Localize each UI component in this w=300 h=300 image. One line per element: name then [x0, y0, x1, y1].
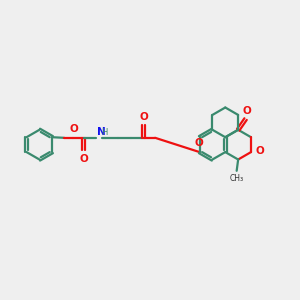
Text: O: O	[255, 146, 264, 156]
Text: O: O	[140, 112, 148, 122]
Text: N: N	[97, 127, 105, 136]
Text: O: O	[195, 138, 203, 148]
Text: CH₃: CH₃	[230, 174, 244, 183]
Text: H: H	[101, 128, 107, 136]
Text: O: O	[80, 154, 88, 164]
Text: O: O	[69, 124, 78, 134]
Text: O: O	[242, 106, 251, 116]
